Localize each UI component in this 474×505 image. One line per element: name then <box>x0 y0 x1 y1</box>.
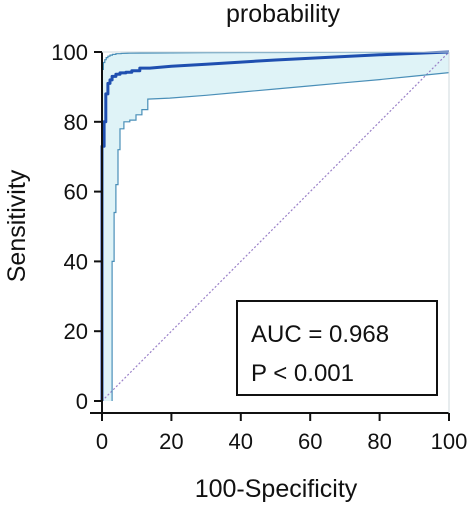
x-axis-title: 100-Specificity <box>195 475 358 503</box>
plot-area <box>100 50 450 402</box>
y-tick-label: 20 <box>64 319 88 344</box>
x-tick-label: 20 <box>159 429 183 454</box>
y-tick-label: 80 <box>64 110 88 135</box>
x-tick-label: 60 <box>298 429 322 454</box>
ci-lower-line <box>111 72 450 401</box>
p-value-label: P < 0.001 <box>251 360 354 387</box>
ci-upper-line <box>101 51 450 401</box>
x-tick-label: 40 <box>229 429 253 454</box>
ci-band-fill <box>102 52 449 401</box>
annotation-box: AUC = 0.968 P < 0.001 <box>236 300 438 396</box>
chart-title: probability <box>226 0 340 28</box>
axes: 0 20 40 60 80 100 0 20 40 60 80 100 <box>51 40 467 454</box>
y-tick-label: 100 <box>51 40 88 65</box>
x-tick-label: 100 <box>431 429 468 454</box>
y-tick-label: 60 <box>64 180 88 205</box>
annotation-box-frame <box>236 300 438 396</box>
roc-curve-line <box>100 50 450 401</box>
auc-label: AUC = 0.968 <box>251 321 389 348</box>
x-tick-label: 80 <box>367 429 391 454</box>
y-tick-label: 40 <box>64 249 88 274</box>
y-axis-title: Sensitivity <box>3 169 31 282</box>
y-tick-label: 0 <box>76 389 88 414</box>
x-tick-label: 0 <box>96 429 108 454</box>
